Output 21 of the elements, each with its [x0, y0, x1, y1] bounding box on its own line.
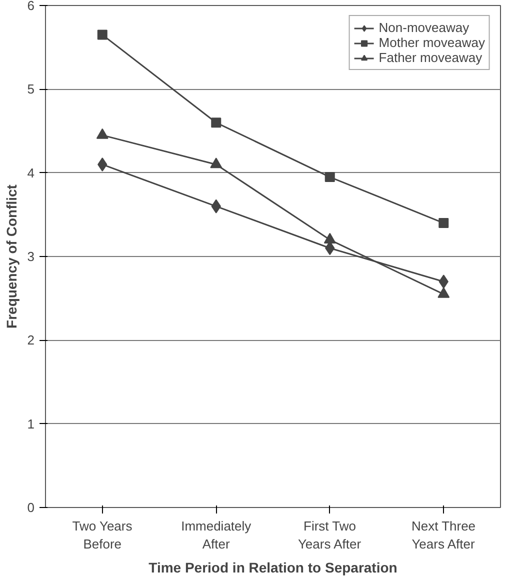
point — [97, 30, 108, 40]
point — [438, 218, 449, 228]
legend-label: Mother moveaway — [378, 35, 485, 50]
x-tick-label: First Two Years After — [298, 518, 362, 552]
y-tick-label: 1 — [27, 416, 35, 432]
x-tick-label: Immediately After — [181, 518, 252, 552]
x-tick-label: Two Years Before — [72, 518, 133, 552]
y-tick-label: 2 — [27, 332, 35, 348]
y-tick-label: 4 — [27, 165, 35, 180]
x-axis-title: Time Period in Relation to Separation — [148, 560, 398, 576]
x-tick-label: Next Three Years After — [411, 518, 476, 552]
point — [211, 118, 222, 128]
y-tick-label: 5 — [27, 82, 35, 97]
point — [210, 158, 222, 168]
y-tick-label: 0 — [27, 500, 35, 515]
y-axis-title: Frequency of Conflict — [3, 184, 20, 328]
y-tick-label: 6 — [27, 0, 35, 13]
y-tick-label: 3 — [27, 249, 35, 264]
legend-label: Father moveaway — [378, 50, 482, 65]
point — [324, 172, 335, 182]
legend-label: Non-moveaway — [378, 20, 470, 35]
